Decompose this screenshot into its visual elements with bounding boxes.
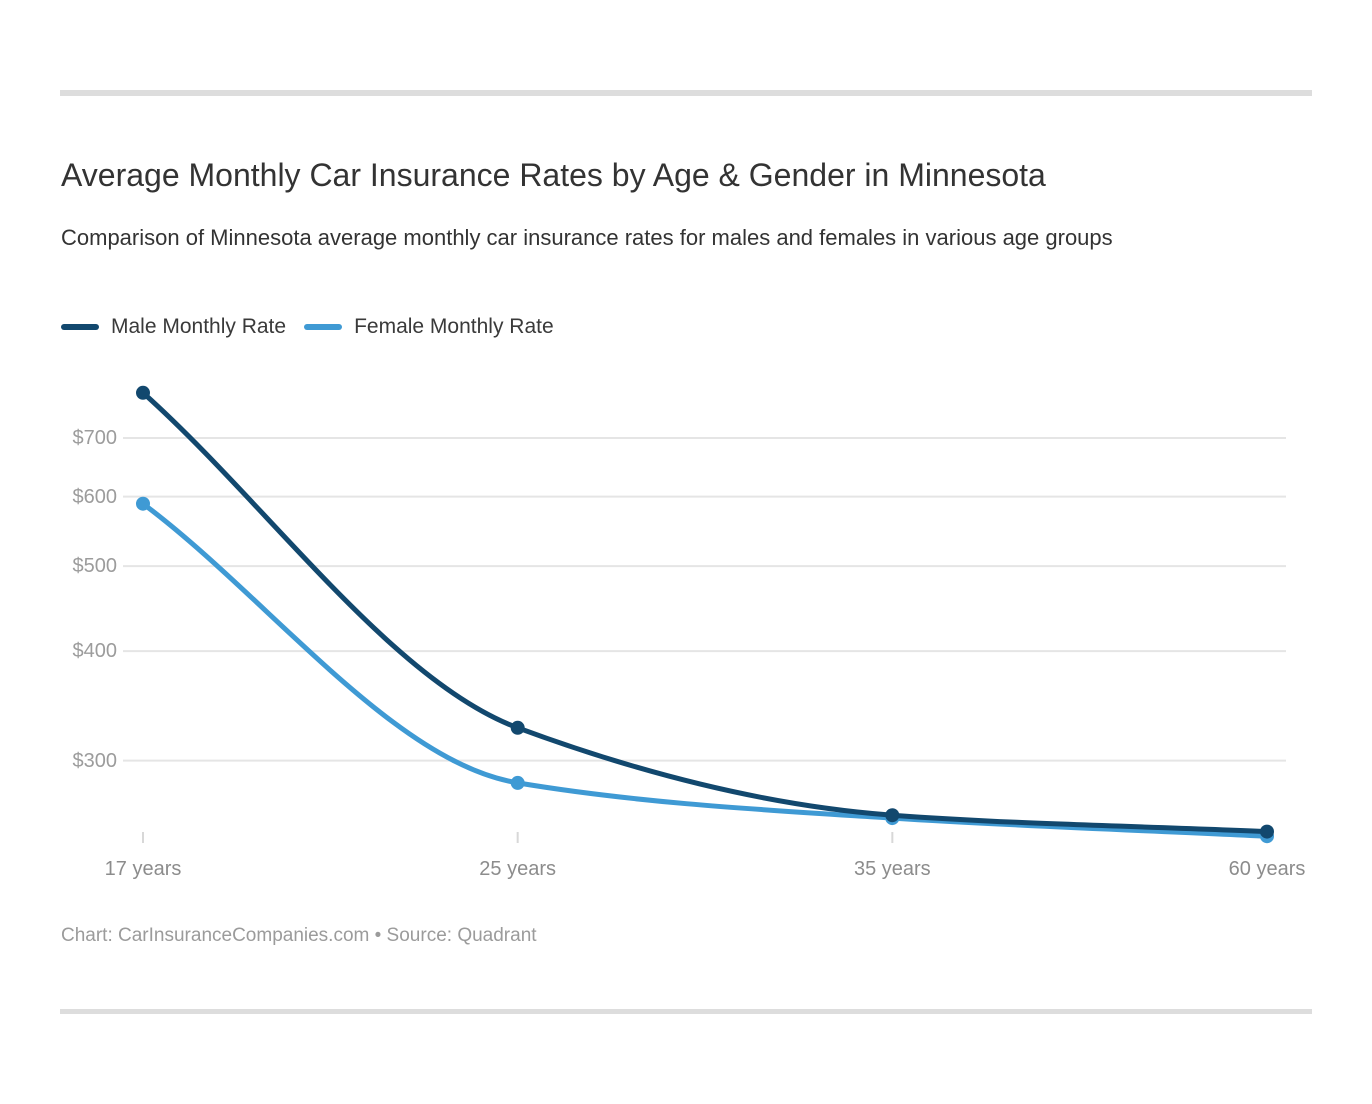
chart-legend: Male Monthly Rate Female Monthly Rate [61,312,554,342]
chart-title: Average Monthly Car Insurance Rates by A… [61,157,1046,193]
chart-attribution: Chart: CarInsuranceCompanies.com • Sourc… [61,925,537,946]
x-axis-label: 60 years [1228,858,1306,880]
data-point-female-0[interactable] [136,496,150,511]
bottom-divider [60,1009,1312,1014]
female-series-swatch [304,324,343,330]
y-axis-label: $600 [72,485,118,508]
y-axis-label: $300 [72,749,118,772]
top-divider [60,90,1312,96]
chart-subtitle: Comparison of Minnesota average monthly … [61,225,1113,250]
legend-item-male: Male Monthly Rate [61,315,286,339]
legend-label-male: Male Monthly Rate [111,315,287,338]
x-axis-label: 35 years [853,858,931,880]
data-point-male-1[interactable] [510,720,525,735]
data-point-female-1[interactable] [510,775,525,790]
x-axis-label: 25 years [479,858,557,880]
data-point-male-2[interactable] [885,808,900,823]
y-axis-label: $400 [72,640,118,663]
series-line-male[interactable] [140,390,1270,835]
y-axis-label: $500 [72,555,118,578]
series-line-female[interactable] [140,501,1270,839]
legend-label-female: Female Monthly Rate [354,315,554,338]
data-point-male-0[interactable] [136,385,150,400]
y-axis-label: $700 [72,426,118,449]
male-series-swatch [61,324,99,330]
legend-item-female: Female Monthly Rate [304,315,554,339]
data-point-male-3[interactable] [1260,824,1274,839]
x-axis-label: 17 years [104,858,182,880]
